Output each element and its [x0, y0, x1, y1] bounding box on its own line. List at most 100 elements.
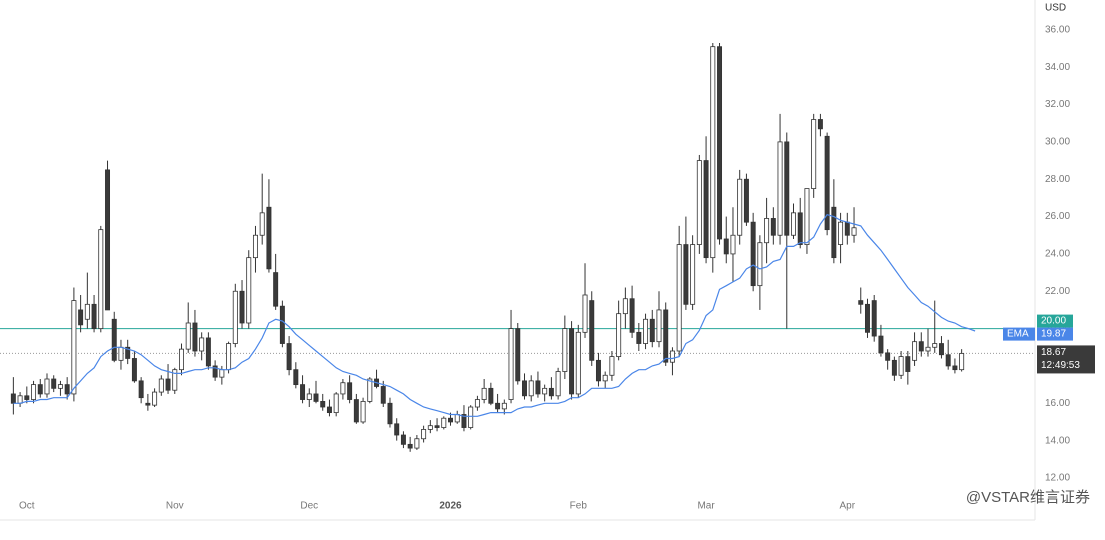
candle-body	[663, 309, 669, 363]
candle-body	[595, 359, 601, 382]
candle-body	[575, 331, 581, 395]
candle-body	[791, 212, 796, 236]
x-tick-label: Apr	[840, 501, 856, 512]
candle-body	[871, 300, 877, 337]
candle-body	[858, 300, 864, 305]
candle-body	[938, 343, 944, 356]
candle-body	[165, 378, 171, 391]
candle-body	[421, 429, 427, 440]
y-tick-label: 32.00	[1045, 99, 1070, 110]
candle-body	[811, 119, 817, 189]
level-label: 20.00	[1041, 316, 1066, 327]
ema-tag: EMA	[1007, 329, 1029, 340]
candle-body	[770, 218, 776, 236]
x-tick-label: Mar	[697, 501, 715, 512]
candle-body	[145, 402, 151, 406]
candle-body	[609, 356, 615, 376]
candle-body	[589, 300, 595, 361]
candle-body	[636, 331, 642, 344]
candle-body	[259, 212, 265, 236]
x-tick-label: Oct	[19, 501, 35, 512]
candle-body	[333, 393, 339, 414]
candle-body	[891, 359, 897, 376]
candle-body	[703, 160, 709, 259]
candle-body	[508, 328, 514, 400]
candle-body	[246, 257, 252, 324]
price-label-bg	[1037, 345, 1095, 374]
candle-body	[313, 393, 319, 402]
candle-body	[111, 318, 117, 361]
candle-body	[925, 346, 931, 352]
candle-body	[831, 206, 837, 259]
candle-body	[400, 434, 406, 445]
candle-body	[434, 425, 440, 428]
candle-body	[44, 378, 50, 395]
y-tick-label: 34.00	[1045, 62, 1070, 73]
currency: USD	[1045, 3, 1066, 14]
candle-body	[474, 399, 480, 408]
candle-body	[528, 380, 534, 397]
candle-body	[562, 328, 568, 372]
candle-body	[522, 380, 527, 397]
level-label-bg	[1037, 314, 1073, 328]
candle-body	[448, 417, 453, 423]
candle-body	[569, 328, 575, 395]
candle-body	[797, 212, 803, 245]
candle-body	[548, 387, 554, 397]
candle-body	[367, 378, 373, 402]
candle-body	[817, 119, 823, 130]
candle-body	[64, 384, 70, 395]
candle-body	[273, 272, 279, 307]
candle-body	[158, 378, 164, 393]
candle-body	[838, 221, 844, 245]
candle-body	[622, 298, 628, 315]
candle-body	[219, 369, 225, 378]
candle-body	[286, 343, 292, 371]
candle-body	[380, 386, 386, 404]
candle-body	[152, 391, 158, 406]
candle-body	[898, 356, 904, 376]
watermark: @VSTAR维言证券	[966, 489, 1090, 506]
y-tick-label: 22.00	[1045, 286, 1070, 297]
candle-body	[717, 46, 723, 240]
y-tick-label: 28.00	[1045, 174, 1070, 185]
candle-body	[481, 387, 487, 400]
candle-body	[784, 141, 790, 236]
candle-body	[844, 221, 850, 236]
candle-body	[864, 303, 870, 333]
candle-body	[199, 337, 205, 352]
ema-line	[13, 214, 976, 417]
price-label: 18.67	[1041, 347, 1066, 358]
candle-body	[629, 298, 635, 333]
candle-body	[31, 384, 37, 400]
candle-body	[239, 290, 245, 324]
candle-body	[300, 384, 306, 400]
y-tick-label: 30.00	[1045, 137, 1070, 148]
candle-body	[205, 337, 211, 367]
ema-label: 19.87	[1041, 329, 1066, 340]
candle-body	[952, 365, 958, 371]
candle-body	[690, 244, 696, 305]
candle-body	[185, 322, 191, 350]
candle-body	[360, 401, 366, 423]
candle-body	[340, 382, 346, 395]
candle-body	[279, 305, 285, 344]
candle-body	[824, 135, 830, 231]
x-tick-label: Dec	[300, 501, 318, 512]
candle-body	[353, 399, 359, 423]
candle-body	[885, 352, 891, 361]
candle-body	[84, 303, 90, 320]
candle-body	[306, 393, 312, 400]
candle-body	[17, 395, 23, 404]
candle-body	[461, 414, 467, 428]
x-tick-label: Nov	[166, 501, 184, 512]
candle-body	[495, 402, 501, 410]
candle-body	[57, 384, 63, 389]
candle-body	[320, 401, 326, 408]
candle-body	[414, 438, 420, 449]
candle-body	[172, 369, 178, 391]
candle-body	[515, 328, 521, 382]
candle-body	[51, 378, 57, 389]
candle-body	[427, 425, 433, 430]
